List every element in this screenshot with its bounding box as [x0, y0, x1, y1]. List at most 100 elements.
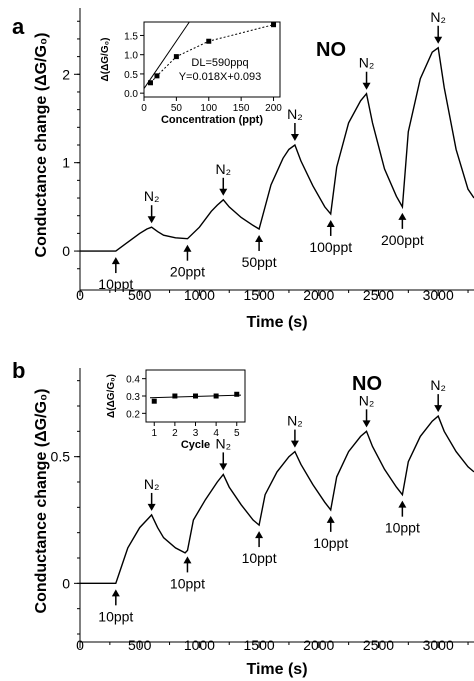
conc-label: 100ppt	[309, 239, 352, 255]
inset-x-tick-label: 200	[265, 103, 282, 114]
x-tick-label: 2500	[363, 637, 394, 653]
x-tick-label: 1500	[244, 287, 275, 303]
n2-arrow-head	[362, 420, 371, 428]
inset-x-tick-label: 1	[151, 428, 157, 439]
n2-label: N₂	[430, 377, 446, 393]
x-tick-label: 1000	[184, 637, 215, 653]
x-tick-label: 1500	[244, 637, 275, 653]
inset-y-label: Δ(ΔG/G₀)	[100, 38, 111, 82]
inset-point	[193, 393, 198, 399]
y-axis-label: Conductance change (ΔG/G₀)	[33, 33, 50, 258]
panel-label: b	[12, 358, 25, 383]
x-tick-label: 2500	[363, 287, 394, 303]
n2-arrow-head	[362, 82, 371, 90]
x-tick-label: 2000	[303, 287, 334, 303]
n2-label: N₂	[144, 476, 160, 492]
gas-label: NO	[316, 39, 346, 61]
inset-x-tick-label: 3	[193, 428, 199, 439]
inset-y-label: Δ(ΔG/G₀)	[106, 374, 117, 418]
conc-arrow-head	[326, 219, 335, 227]
n2-arrow-head	[434, 36, 443, 44]
x-tick-label: 500	[128, 637, 152, 653]
inset-fit-text: Y=0.018X+0.093	[179, 71, 262, 83]
x-tick-label: 1000	[184, 287, 215, 303]
inset-point	[271, 22, 277, 28]
conc-label: 10ppt	[242, 550, 277, 566]
inset-point	[213, 393, 219, 399]
panel-label: a	[12, 14, 25, 39]
inset-point	[206, 38, 212, 44]
conc-label: 20ppt	[170, 264, 205, 280]
inset-fit-text: DL=590ppq	[191, 57, 248, 69]
x-tick-label: 0	[76, 287, 84, 303]
inset-point	[173, 54, 179, 60]
inset-x-label: Cycle	[181, 439, 210, 451]
inset-x-tick-label: 150	[233, 103, 250, 114]
n2-arrow-head	[219, 188, 228, 196]
conc-label: 200ppt	[381, 232, 424, 248]
n2-arrow-head	[290, 134, 299, 141]
conc-label: 10ppt	[170, 575, 205, 591]
inset-x-tick-label: 100	[200, 103, 217, 114]
conc-arrow-head	[183, 556, 192, 564]
conc-label: 10ppt	[98, 276, 133, 292]
series-line	[80, 46, 474, 252]
n2-label: N₂	[215, 435, 231, 451]
conc-arrow-head	[111, 589, 120, 597]
inset-y-tick-label: 1.0	[124, 51, 138, 62]
x-tick-label: 3000	[423, 287, 454, 303]
x-tick-label: 500	[128, 287, 152, 303]
conc-arrow-head	[255, 234, 264, 242]
n2-label: N₂	[359, 392, 375, 408]
inset-x-tick-label: 50	[171, 103, 183, 114]
conc-arrow-head	[111, 257, 120, 265]
x-tick-label: 3000	[423, 637, 454, 653]
inset-x-tick-label: 5	[234, 428, 240, 439]
y-tick-label: 0	[62, 575, 70, 591]
conc-arrow-head	[255, 531, 264, 539]
x-tick-label: 2000	[303, 637, 334, 653]
inset-y-tick-label: 0.4	[126, 375, 140, 386]
conc-arrow-head	[326, 515, 335, 523]
inset-x-tick-label: 2	[172, 428, 178, 439]
inset-point	[147, 80, 153, 86]
n2-arrow-head	[434, 405, 443, 413]
n2-arrow-head	[147, 216, 156, 224]
n2-arrow-head	[290, 440, 299, 448]
inset-x-tick-label: 4	[213, 428, 219, 439]
y-tick-label: 1	[62, 155, 70, 171]
inset-x-label: Concentration (ppt)	[161, 114, 263, 126]
n2-label: N₂	[430, 9, 446, 25]
conc-label: 10ppt	[385, 520, 420, 536]
inset-fit-line	[143, 21, 190, 89]
inset-point	[151, 398, 157, 404]
x-tick-label: 0	[76, 637, 84, 653]
n2-arrow-head	[219, 463, 228, 471]
inset-point	[172, 393, 178, 399]
inset-point	[234, 391, 240, 397]
inset-y-tick-label: 0.3	[126, 392, 140, 403]
conc-arrow-head	[183, 244, 192, 252]
y-axis-label: Conductance change (ΔG/G₀)	[33, 389, 50, 614]
inset-y-tick-label: 1.5	[124, 31, 138, 42]
inset-y-tick-label: 0.5	[124, 70, 138, 81]
inset-y-tick-label: 0.2	[126, 409, 140, 420]
conc-label: 50ppt	[242, 254, 277, 270]
y-tick-label: 2	[62, 66, 70, 82]
x-axis-label: Time (s)	[246, 314, 307, 331]
n2-label: N₂	[287, 413, 303, 429]
gas-label: NO	[352, 373, 382, 395]
n2-label: N₂	[144, 188, 160, 204]
y-tick-label: 0	[62, 243, 70, 259]
n2-label: N₂	[287, 106, 303, 122]
conc-arrow-head	[398, 212, 407, 220]
conc-label: 10ppt	[98, 608, 133, 624]
x-axis-label: Time (s)	[246, 661, 307, 678]
conc-arrow-head	[398, 500, 407, 508]
series-line	[80, 414, 474, 584]
y-tick-label: 0.5	[51, 449, 71, 465]
conc-label: 10ppt	[313, 535, 348, 551]
inset-frame	[143, 21, 281, 98]
inset-x-tick-label: 0	[141, 103, 147, 114]
